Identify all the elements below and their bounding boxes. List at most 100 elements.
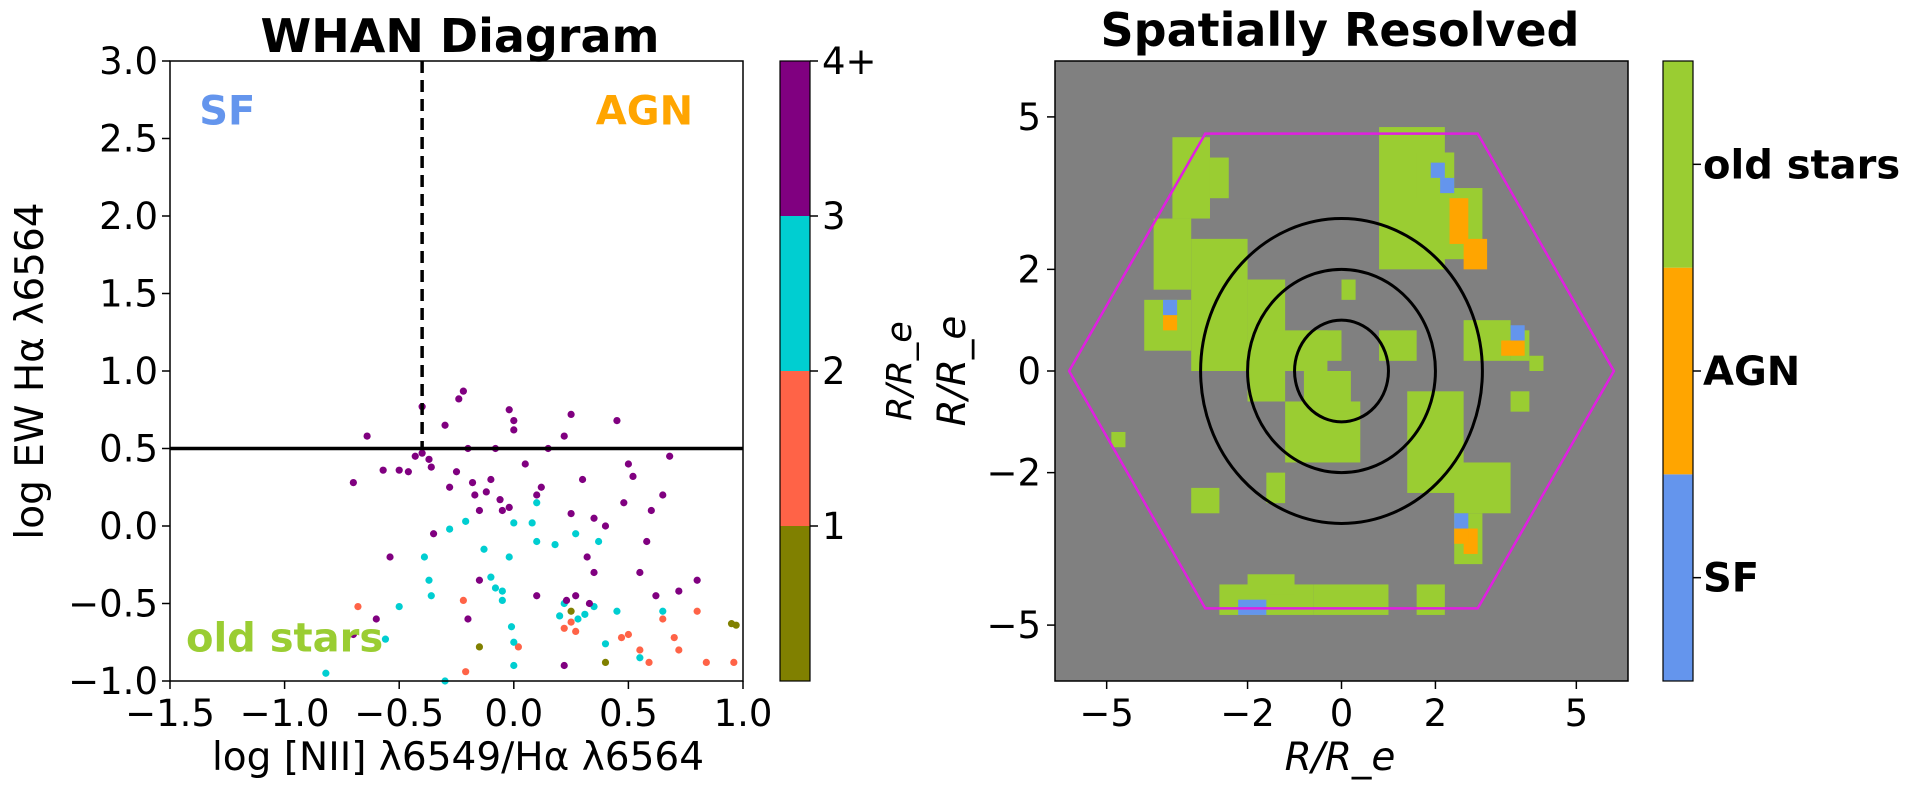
whan-point	[560, 432, 568, 440]
whan-point	[510, 426, 518, 434]
whan-colorbar-tick-label: 3	[822, 195, 846, 238]
whan-point	[645, 658, 653, 667]
spatial-colorbar-label: old stars	[1703, 142, 1900, 188]
whan-point	[583, 553, 591, 561]
whan-point	[462, 517, 470, 525]
spatial-y-tick-label: 2	[1017, 248, 1041, 291]
whan-region-label: SF	[199, 89, 255, 135]
spatial-y-tick-label: 5	[1017, 96, 1041, 139]
whan-point	[702, 658, 710, 667]
whan-point	[510, 661, 518, 670]
whan-y-tick-label: 1.0	[99, 350, 158, 393]
whan-point	[613, 417, 621, 425]
spaxel-region	[1266, 472, 1286, 504]
whan-point	[322, 669, 330, 677]
whan-point	[349, 630, 357, 639]
whan-point	[498, 596, 506, 605]
spaxel-region	[1463, 238, 1488, 270]
whan-point	[459, 596, 467, 605]
whan-point	[652, 592, 660, 600]
whan-point	[528, 519, 536, 527]
whan-y-label: log EW Hα λ6564	[8, 202, 53, 539]
whan-point	[675, 646, 683, 654]
whan-point	[505, 406, 513, 414]
whan-point	[480, 545, 488, 553]
whan-point	[404, 468, 412, 476]
whan-colorbar-tick-label: 4+	[822, 40, 877, 83]
whan-point	[510, 519, 518, 527]
spaxel-region	[1454, 528, 1469, 544]
radius-ellipse	[1246, 267, 1437, 475]
spatial-y-label: R/R_e	[930, 316, 975, 427]
whan-y-tick-label: −0.5	[68, 583, 158, 626]
whan-point	[386, 553, 394, 561]
whan-point	[510, 417, 518, 425]
whan-point	[647, 506, 655, 515]
whan-point	[533, 499, 541, 507]
whan-point	[425, 455, 433, 463]
whan-point	[581, 610, 589, 618]
whan-point	[475, 643, 484, 651]
whan-point	[693, 576, 701, 584]
spaxel-region	[1303, 371, 1351, 412]
spatial-title: Spatially Resolved	[1101, 3, 1580, 57]
whan-point	[455, 395, 463, 403]
whan-point	[617, 634, 626, 642]
whan-point	[425, 576, 433, 584]
whan-point	[459, 387, 467, 395]
whan-point	[533, 537, 541, 546]
whan-x-tick-label: 0.0	[484, 692, 543, 735]
spatial-colorbar-label: SF	[1703, 556, 1759, 602]
whan-x-tick-label: −0.5	[354, 692, 444, 735]
spaxel-region	[1191, 487, 1220, 514]
whan-point	[613, 607, 621, 615]
whan-x-tick-label: 0.5	[599, 692, 658, 735]
whan-point	[354, 603, 362, 611]
whan-point	[572, 627, 580, 636]
whan-point	[551, 541, 559, 549]
whan-point	[487, 475, 495, 484]
whan-point	[636, 646, 644, 654]
spatial-x-tick-label: −2	[1220, 692, 1275, 735]
whan-point	[590, 568, 598, 577]
whan-point	[363, 432, 371, 440]
spaxel-region	[1247, 574, 1295, 595]
whan-colorbar-segment	[780, 526, 810, 681]
whan-region-label: old stars	[186, 616, 383, 662]
whan-y-tick-label: 2.5	[99, 118, 158, 161]
whan-point	[446, 525, 454, 533]
radius-ellipse	[1293, 318, 1390, 424]
whan-point	[601, 640, 610, 648]
whan-point	[468, 479, 477, 487]
spaxel-region	[1163, 315, 1178, 331]
whan-point	[675, 587, 683, 595]
spaxel-region	[1449, 198, 1469, 244]
whan-point	[507, 623, 516, 631]
spaxel-region	[1191, 238, 1248, 371]
spatial-colorbar-segment	[1663, 474, 1693, 681]
whan-point	[349, 479, 357, 487]
spatial-y-tick-label: −5	[986, 604, 1041, 647]
whan-point	[572, 592, 580, 600]
whan-point	[395, 603, 403, 611]
whan-colorbar-label: R/R_e	[880, 321, 920, 420]
whan-point	[491, 584, 500, 592]
whan-colorbar: 1 2 3 4+	[779, 40, 877, 682]
spatial-x-ticks: −5 −2 0 2 5	[1079, 681, 1588, 735]
whan-point	[381, 635, 390, 643]
whan-point	[498, 506, 506, 515]
whan-axes-frame	[169, 60, 744, 682]
whan-colorbar-tick-label: 1	[822, 505, 846, 548]
whan-point	[556, 612, 564, 620]
whan-point	[567, 410, 575, 418]
spatial-panel: Spatially Resolved −5 −2 0 2 5 −5 −2 0 2 5 R/R_e…	[930, 3, 1900, 780]
whan-point	[395, 466, 403, 474]
whan-point	[595, 537, 603, 546]
whan-point	[601, 522, 610, 530]
whan-point	[624, 630, 633, 639]
whan-point	[659, 607, 667, 615]
whan-y-ticks: −1.0 −0.5 0.0 0.5 1.0 1.5 2.0 2.5 3.0	[68, 40, 170, 703]
spaxel-region	[1416, 584, 1445, 615]
whan-point	[411, 452, 419, 460]
whan-y-tick-label: 1.5	[99, 273, 158, 316]
